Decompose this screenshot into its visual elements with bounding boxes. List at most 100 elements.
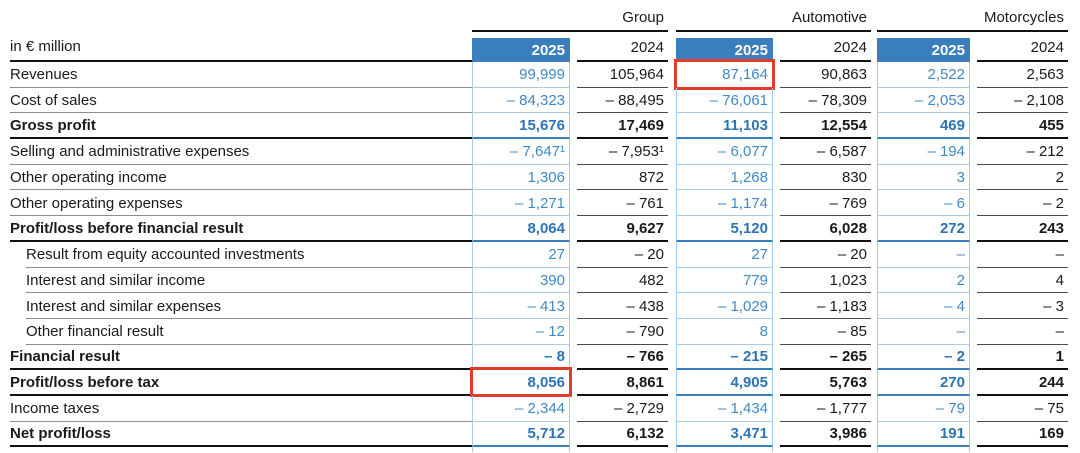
table-row: Financial result – 8 – 766 – 215 – 265 –… — [10, 344, 1080, 371]
year-2025-header-automotive: 2025 — [676, 38, 773, 62]
cell-group-2024: – 7,953¹ — [577, 139, 668, 165]
column-gap — [773, 139, 780, 165]
column-gap — [570, 32, 577, 62]
cell-group-2025: 99,999 — [472, 62, 570, 88]
cell-motorcycles-2024: – — [977, 242, 1068, 268]
column-gap — [970, 396, 977, 422]
table-row: Result from equity accounted investments… — [10, 241, 1080, 268]
cell-motorcycles-2024: 244 — [977, 370, 1068, 396]
cell-motorcycles-2024: – 2,108 — [977, 88, 1068, 114]
column-gap — [773, 216, 780, 242]
column-gap — [773, 32, 780, 62]
cell-motorcycles-2025: 469 — [877, 113, 970, 140]
table-row: Interest and similar income 390 482 779 … — [10, 267, 1080, 294]
column-gap — [570, 268, 577, 294]
cell-motorcycles-2025: – 4 — [877, 293, 970, 319]
column-gap — [570, 62, 577, 88]
column-gap — [570, 345, 577, 371]
column-gap — [773, 422, 780, 448]
row-label: Financial result — [10, 345, 472, 371]
cell-automotive-2025: 11,103 — [676, 113, 773, 140]
row-label: Revenues — [10, 62, 472, 88]
table-row: Other operating income 1,306 872 1,268 8… — [10, 164, 1080, 191]
column-gap — [570, 319, 577, 345]
column-gap — [773, 345, 780, 371]
cell-motorcycles-2025: 272 — [877, 216, 970, 242]
cell-motorcycles-2025: – 2,053 — [877, 87, 970, 114]
cell-motorcycles-2025: – 6 — [877, 190, 970, 217]
cell-group-2024: 872 — [577, 165, 668, 191]
column-gap — [773, 319, 780, 345]
column-gap — [970, 32, 977, 62]
cell-automotive-2025: 5,120 — [676, 216, 773, 242]
group-header-spacer — [10, 0, 472, 32]
band-extension-motorcycles — [877, 447, 970, 453]
column-gap — [773, 268, 780, 294]
cell-automotive-2024: – 6,587 — [780, 139, 871, 165]
row-label: Gross profit — [10, 113, 472, 140]
row-label: Result from equity accounted investments — [26, 242, 472, 268]
cell-automotive-2024: – 769 — [780, 190, 871, 217]
table-body: Revenues 99,999 105,964 87,164 90,863 2,… — [10, 59, 1080, 448]
table-row: Selling and administrative expenses – 7,… — [10, 139, 1080, 165]
cell-motorcycles-2024: 4 — [977, 268, 1068, 294]
cell-motorcycles-2024: 2,563 — [977, 62, 1068, 88]
cell-group-2025: – 84,323 — [472, 87, 570, 114]
cell-group-2024: – 761 — [577, 190, 668, 217]
cell-group-2025: 1,306 — [472, 164, 570, 191]
column-gap — [773, 113, 780, 139]
cell-automotive-2024: – 20 — [780, 242, 871, 268]
cell-motorcycles-2025: 2 — [877, 267, 970, 294]
cell-automotive-2025: 8 — [676, 318, 773, 345]
cell-motorcycles-2024: – 212 — [977, 139, 1068, 165]
column-gap — [570, 396, 577, 422]
column-gap — [668, 242, 676, 268]
column-gap — [668, 62, 676, 88]
column-gap — [570, 139, 577, 165]
cell-motorcycles-2025: – 2 — [877, 344, 970, 371]
table-row: Revenues 99,999 105,964 87,164 90,863 2,… — [10, 59, 1080, 90]
cell-motorcycles-2024: 455 — [977, 113, 1068, 140]
row-label: Other operating income — [10, 165, 472, 191]
cell-group-2024: 9,627 — [577, 216, 668, 242]
cell-motorcycles-2025: – — [877, 241, 970, 268]
column-gap — [570, 165, 577, 191]
row-label: Income taxes — [10, 396, 472, 422]
cell-motorcycles-2024: 169 — [977, 422, 1068, 448]
cell-group-2025: 5,712 — [472, 421, 570, 448]
column-gap — [970, 139, 977, 165]
column-gap — [668, 190, 676, 216]
cell-automotive-2025: – 1,029 — [676, 293, 773, 319]
column-gap — [773, 242, 780, 268]
column-gap — [970, 345, 977, 371]
column-gap — [970, 216, 977, 242]
row-label: Profit/loss before financial result — [10, 216, 472, 242]
cell-group-2025: 15,676 — [472, 113, 570, 140]
cell-automotive-2025: 87,164 — [674, 59, 775, 90]
column-gap — [668, 0, 676, 32]
cell-group-2025: – 8 — [472, 344, 570, 371]
band-extension-row — [10, 447, 1080, 453]
column-gap — [970, 190, 977, 216]
cell-group-2025: – 413 — [472, 293, 570, 319]
cell-motorcycles-2025: 270 — [877, 370, 970, 396]
cell-group-2025: 8,064 — [472, 216, 570, 242]
cell-group-2024: 482 — [577, 268, 668, 294]
column-gap — [668, 32, 676, 62]
group-header-group: Group — [472, 0, 668, 32]
cell-motorcycles-2025: – 194 — [877, 139, 970, 165]
column-gap — [970, 293, 977, 319]
column-gap — [668, 319, 676, 345]
cell-automotive-2024: – 78,309 — [780, 88, 871, 114]
cell-motorcycles-2024: 243 — [977, 216, 1068, 242]
column-gap — [668, 422, 676, 448]
column-gap — [773, 165, 780, 191]
column-gap — [570, 113, 577, 139]
row-label: Other financial result — [26, 319, 472, 345]
cell-automotive-2024: – 1,777 — [780, 396, 871, 422]
cell-group-2024: – 20 — [577, 242, 668, 268]
column-gap — [570, 293, 577, 319]
row-label: Net profit/loss — [10, 422, 472, 448]
table-row: Interest and similar expenses – 413 – 43… — [10, 293, 1080, 319]
